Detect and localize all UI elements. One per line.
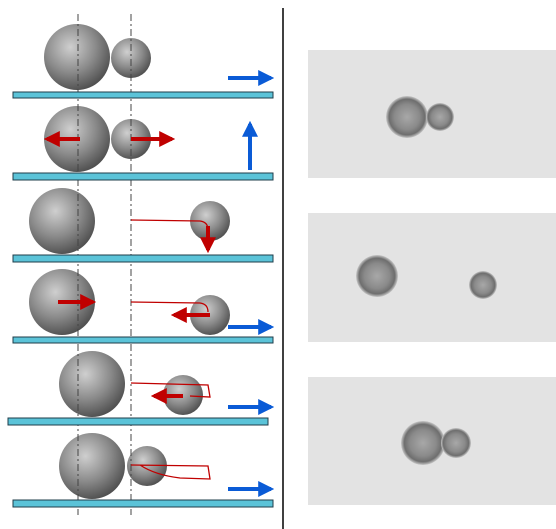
- photo-2: [308, 213, 556, 342]
- photo-3: [308, 377, 556, 505]
- photo-1: [308, 50, 556, 178]
- plates: [7, 91, 274, 508]
- reference-lines: [77, 14, 132, 515]
- trajectories: [130, 219, 211, 480]
- plate-motion-arrows: [228, 70, 275, 497]
